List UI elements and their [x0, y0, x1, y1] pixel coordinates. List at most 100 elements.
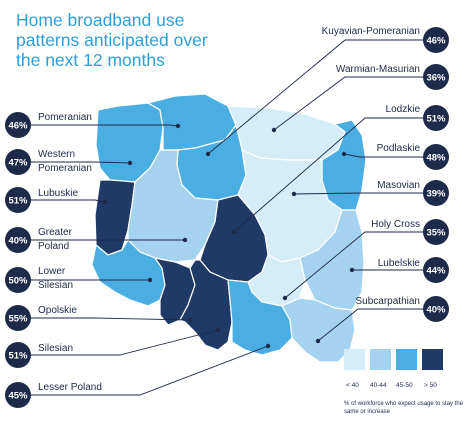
- value-badge: [5, 382, 31, 408]
- leader-line-warmian-masurian: [273, 76, 436, 131]
- legend-swatch-below-40: [344, 349, 365, 370]
- value-badge-lower-silesian: 50%: [8, 276, 28, 287]
- region-label-greater-poland-line2: Poland: [38, 241, 69, 252]
- value-badge: [5, 342, 31, 368]
- leader-line-silesian: [30, 329, 219, 356]
- endpoint-dots: [102, 123, 355, 349]
- leader-line-holy-cross: [284, 231, 436, 299]
- region-label-masovian: Masovian: [377, 180, 420, 191]
- value-badge: [423, 64, 449, 90]
- leader-lines: [30, 39, 436, 396]
- region-label-greater-poland: Greater Poland: [38, 227, 75, 252]
- right-badges: [423, 27, 449, 322]
- endpoint-dot: [315, 338, 321, 344]
- legend-swatch-above-50: [422, 349, 443, 370]
- endpoint-dot: [102, 199, 108, 205]
- region-label-western-pomeranian: Western Pomeranian: [38, 149, 92, 174]
- value-badge: [5, 305, 31, 331]
- legend-label-below-40: < 40: [346, 382, 359, 389]
- endpoint-dot: [175, 123, 181, 129]
- endpoint-dot: [215, 327, 221, 333]
- region-label-podlaskie: Podlaskie: [377, 143, 421, 154]
- region-label-opolskie: Opolskie: [38, 305, 77, 316]
- endpoint-dot: [205, 151, 211, 157]
- value-badge: [5, 149, 31, 175]
- region-label-lower-silesian: Lower Silesian: [38, 266, 73, 291]
- leader-line-opolskie: [30, 317, 191, 321]
- value-badge-greater-poland: 40%: [8, 236, 28, 247]
- endpoint-dot: [231, 229, 237, 235]
- region-lesser-poland: [227, 279, 293, 356]
- left-badges: [5, 112, 31, 408]
- legend-label-above-50: > 50: [424, 382, 437, 389]
- value-badge-warmian-masurian: 36%: [426, 73, 446, 84]
- legend-note: % of workforce who expect usage to stay …: [344, 401, 464, 415]
- region-label-western-pomeranian-line2: Pomeranian: [38, 163, 92, 174]
- value-badge: [423, 105, 449, 131]
- leader-line-masovian: [293, 192, 436, 195]
- region-label-subcarpathian: Subcarpathian: [356, 296, 421, 307]
- region-label-lubuskie: Lubuskie: [38, 188, 78, 199]
- legend-label-45-50: 45-50: [396, 382, 413, 389]
- value-badge: [423, 257, 449, 283]
- endpoint-dot: [265, 343, 271, 349]
- region-label-lubelskie: Lubelskie: [378, 258, 421, 269]
- leader-line-pomeranian: [30, 124, 179, 127]
- region-label-kuyavian-pomeranian: Kuyavian-Pomeranian: [322, 26, 420, 37]
- region-label-lower-silesian-line1: Lower: [38, 266, 66, 277]
- region-label-western-pomeranian-line1: Western: [38, 149, 75, 160]
- value-badge-holy-cross: 35%: [426, 228, 446, 239]
- value-badge-lubelskie: 44%: [426, 266, 446, 277]
- region-label-silesian: Silesian: [38, 343, 73, 354]
- value-badge-lesser-poland: 45%: [8, 391, 28, 402]
- value-badge-opolskie: 55%: [8, 314, 28, 325]
- region-label-greater-poland-line1: Greater: [38, 227, 73, 238]
- endpoint-dot: [282, 295, 288, 301]
- value-badge: [5, 187, 31, 213]
- value-badge-pomeranian: 46%: [8, 121, 28, 132]
- value-badge: [423, 27, 449, 53]
- value-badge-masovian: 39%: [426, 189, 446, 200]
- value-badge: [5, 227, 31, 253]
- value-badge: [423, 180, 449, 206]
- value-badge: [5, 112, 31, 138]
- endpoint-dot: [127, 160, 133, 166]
- leader-line-western-pomeranian: [30, 161, 131, 164]
- leader-line-lodzkie: [233, 117, 436, 233]
- region-label-lesser-poland: Lesser Poland: [38, 382, 102, 393]
- leader-line-podlaskie: [343, 153, 436, 158]
- endpoint-dot: [182, 237, 188, 243]
- value-badge: [423, 219, 449, 245]
- region-label-warmian-masurian: Warmian-Masurian: [336, 64, 420, 75]
- region-label-lower-silesian-line2: Silesian: [38, 280, 73, 291]
- endpoint-dot: [147, 277, 153, 283]
- legend-label-40-44: 40-44: [370, 382, 387, 389]
- value-badge-western-pomeranian: 47%: [8, 158, 28, 169]
- endpoint-dot: [187, 317, 193, 323]
- regions-layer: [91, 93, 367, 363]
- value-badge: [423, 296, 449, 322]
- page-title: Home broadband use patterns anticipated …: [16, 10, 208, 70]
- leader-line-lubuskie: [30, 199, 106, 203]
- value-badge: [423, 144, 449, 170]
- value-badge-subcarpathian: 40%: [426, 305, 446, 316]
- region-silesian: [179, 259, 233, 351]
- legend-swatch-45-50: [396, 349, 417, 370]
- endpoint-dot: [349, 267, 355, 273]
- region-opolskie: [153, 257, 196, 326]
- endpoint-dot: [291, 191, 297, 197]
- leader-line-kuyavian-pomeranian: [207, 39, 436, 155]
- value-badge-podlaskie: 48%: [426, 153, 446, 164]
- value-badge-kuyavian-pomeranian: 46%: [426, 36, 446, 47]
- value-badge-lodzkie: 51%: [426, 114, 446, 125]
- region-label-lodzkie: Lodzkie: [386, 104, 421, 115]
- value-badge-silesian: 51%: [8, 351, 28, 362]
- value-badge-lubuskie: 51%: [8, 196, 28, 207]
- leader-line-lesser-poland: [30, 345, 269, 396]
- leader-line-subcarpathian: [317, 308, 436, 342]
- region-label-pomeranian: Pomeranian: [38, 112, 92, 123]
- legend-swatch-40-44: [370, 349, 391, 370]
- endpoint-dot: [341, 151, 347, 157]
- value-badge: [5, 267, 31, 293]
